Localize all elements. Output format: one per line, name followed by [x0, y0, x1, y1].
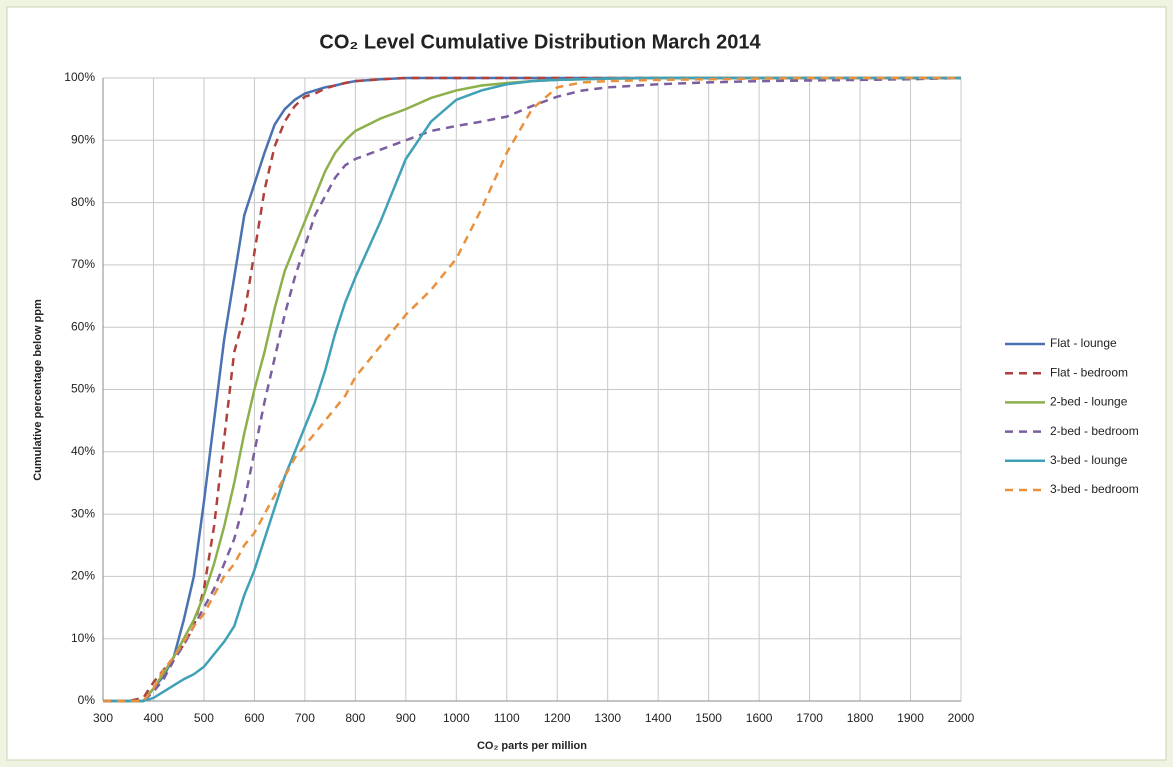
chart-title: CO₂ Level Cumulative Distribution March … [319, 31, 761, 53]
y-tick-label: 20% [71, 569, 95, 583]
x-tick-label: 400 [143, 711, 163, 725]
x-tick-label: 1200 [544, 711, 571, 725]
y-tick-label: 80% [71, 195, 95, 209]
y-tick-label: 30% [71, 506, 95, 520]
x-tick-label: 500 [194, 711, 214, 725]
x-tick-label: 1900 [897, 711, 924, 725]
x-tick-label: 1700 [796, 711, 823, 725]
x-tick-label: 800 [345, 711, 365, 725]
y-tick-label: 40% [71, 444, 95, 458]
x-tick-label: 1000 [443, 711, 470, 725]
y-tick-label: 10% [71, 631, 95, 645]
x-tick-label: 600 [244, 711, 264, 725]
legend-label: Flat - bedroom [1050, 365, 1128, 379]
x-tick-label: 900 [396, 711, 416, 725]
legend-label: 3-bed - bedroom [1050, 482, 1139, 496]
y-tick-label: 90% [71, 132, 95, 146]
x-tick-label: 1300 [594, 711, 621, 725]
series-line [103, 76, 962, 703]
y-tick-label: 100% [64, 70, 95, 84]
legend-label: 2-bed - lounge [1050, 395, 1128, 409]
x-tick-label: 700 [295, 711, 315, 725]
series-line [103, 76, 961, 703]
x-axis-title: CO₂ parts per million [477, 740, 587, 752]
x-tick-label: 2000 [948, 711, 975, 725]
legend-label: 2-bed - bedroom [1050, 424, 1139, 438]
x-tick-label: 1500 [695, 711, 722, 725]
y-tick-label: 50% [71, 382, 95, 396]
x-tick-label: 1100 [494, 711, 520, 725]
x-tick-label: 300 [93, 711, 113, 725]
y-tick-label: 0% [78, 693, 96, 707]
legend-label: 3-bed - lounge [1050, 453, 1128, 467]
y-tick-label: 60% [71, 319, 95, 333]
y-axis-title: Cumulative percentage below ppm [32, 299, 44, 481]
chart-area [6, 6, 1167, 761]
x-tick-label: 1600 [746, 711, 773, 725]
legend-label: Flat - lounge [1050, 336, 1117, 350]
y-tick-label: 70% [71, 257, 95, 271]
x-tick-label: 1800 [847, 711, 874, 725]
x-tick-label: 1400 [645, 711, 672, 725]
